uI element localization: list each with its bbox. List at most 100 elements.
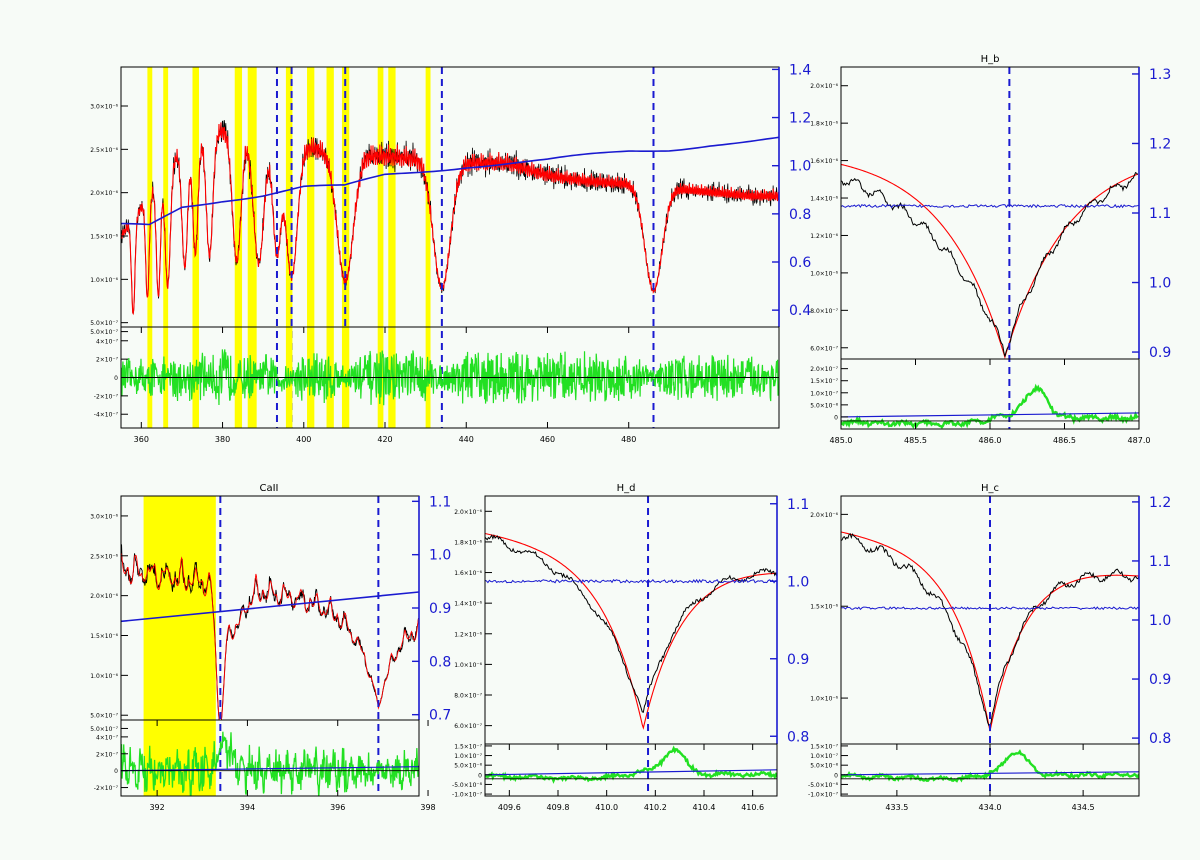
hb-y-label-3: 1.2×10⁻⁶ — [810, 233, 838, 240]
hb-x-label-0: 485.0 — [830, 436, 853, 445]
hc-y-label-1: 1.5×10⁻⁶ — [810, 604, 838, 611]
caii-y-label-5: 3.0×10⁻⁶ — [90, 513, 118, 520]
caii-model-spectrum — [121, 552, 419, 720]
hd-y-label-0: 6.0×10⁻⁷ — [454, 723, 482, 730]
panel-hb: H_b 6.0×10⁻⁷ 8.0×10⁻⁷ 1.0×10⁻⁶ 1.2×10⁻⁶ 1.4×… — [810, 54, 1171, 445]
hd-res-y-label-3: 0 — [478, 772, 482, 779]
caii-residuals — [121, 731, 419, 796]
panel-full: 5.0×10⁻⁷ 1.0×10⁻⁶ 1.5×10⁻⁶ 2.0×10⁻⁶ 2.5×10⁻⁶… — [90, 62, 811, 444]
full-mask-band-9 — [377, 67, 384, 327]
caii-mask-band — [143, 496, 216, 720]
hb-x-label-2: 486.0 — [979, 436, 1002, 445]
hb-x-label-4: 487.0 — [1128, 436, 1151, 445]
full-mask-band-1 — [163, 67, 169, 327]
hb-residuals — [841, 383, 1139, 429]
hb-x-label-1: 485.5 — [904, 436, 927, 445]
panel-full-main: 5.0×10⁻⁷ 1.0×10⁻⁶ 1.5×10⁻⁶ 2.0×10⁻⁶ 2.5×10⁻⁶… — [90, 62, 811, 428]
hd-correction-curve — [484, 578, 778, 584]
hc-res-y-label-5: -1.0×10⁻⁷ — [808, 792, 839, 799]
full-y-label-5: 3.0×10⁻⁶ — [90, 104, 118, 111]
hc-res-y-label-0: 1.5×10⁻⁷ — [810, 743, 838, 750]
panel-caii-title: CaII — [259, 483, 278, 494]
caii-res-y-label-0: 5.0×10⁻⁷ — [90, 726, 118, 733]
caii-y2-label-4: 1.1 — [429, 494, 451, 510]
full-correction-curve — [121, 136, 779, 226]
hb-y2-label-4: 1.3 — [1149, 67, 1171, 83]
full-x-label-1: 380 — [215, 435, 230, 444]
hc-res-y-label-4: -5.0×10⁻⁸ — [808, 782, 839, 789]
hb-y2-label-1: 1.0 — [1149, 276, 1171, 292]
full-x-label-2: 400 — [296, 435, 311, 444]
hd-x-label-1: 409.8 — [547, 803, 570, 812]
caii-y2-label-1: 0.8 — [429, 654, 451, 670]
caii-y2-label-0: 0.7 — [429, 708, 451, 724]
panel-hc: H_c 1.0×10⁻⁶ 1.5×10⁻⁶ 2.0×10⁻⁶ 0.8 0.9 1.0 1.1… — [808, 483, 1171, 812]
caii-y-label-3: 2.0×10⁻⁶ — [90, 593, 118, 600]
full-y2-label-0: 0.4 — [789, 303, 811, 319]
hb-res-y-label-3: 5.0×10⁻⁸ — [810, 402, 838, 409]
hc-res-y-label-2: 5.0×10⁻⁸ — [810, 763, 838, 770]
hd-residual-trend — [484, 769, 778, 776]
hd-y2-label-0: 0.8 — [787, 729, 809, 745]
caii-y-label-0: 5.0×10⁻⁷ — [90, 713, 118, 720]
hd-res-y-label-5: -1.0×10⁻⁷ — [452, 792, 483, 799]
caii-residual-frame — [120, 719, 420, 797]
caii-y2-label-2: 0.9 — [429, 601, 451, 617]
hc-res-y-label-1: 1.0×10⁻⁷ — [810, 753, 838, 760]
hb-x-label-3: 486.5 — [1053, 436, 1076, 445]
hd-residuals — [485, 745, 777, 784]
panel-hd-residual: 1.5×10⁻⁷ 1.0×10⁻⁷ 5.0×10⁻⁸ 0 -5.0×10⁻⁸ -1.0×1… — [452, 743, 778, 812]
hb-residual-trend — [840, 412, 1140, 418]
panel-hb-residual: 2.0×10⁻⁷ 1.5×10⁻⁷ 1.0×10⁻⁷ 5.0×10⁻⁸ 0 485.0 48… — [810, 358, 1151, 445]
hb-y-label-7: 2.0×10⁻⁶ — [810, 83, 838, 90]
panel-hb-main: 6.0×10⁻⁷ 8.0×10⁻⁷ 1.0×10⁻⁶ 1.2×10⁻⁶ 1.4×10⁻⁶… — [810, 66, 1171, 429]
hd-y-label-7: 2.0×10⁻⁶ — [454, 509, 482, 516]
full-model-spectrum — [121, 122, 779, 316]
hd-observed-profile — [485, 534, 777, 713]
hc-x-label-2: 434.5 — [1072, 803, 1095, 812]
hc-y2-label-0: 0.8 — [1149, 731, 1171, 747]
caii-res-y-label-1: 4×10⁻⁷ — [96, 734, 119, 741]
full-mask-band-8 — [341, 67, 350, 327]
hb-res-y-label-1: 1.5×10⁻⁷ — [810, 378, 838, 385]
caii-y2-label-3: 1.0 — [429, 548, 451, 564]
hb-res-y-label-0: 2.0×10⁻⁷ — [810, 366, 838, 373]
full-res-y-label-1: 4×10⁻⁷ — [96, 338, 119, 345]
panel-hd-title: H_d — [617, 483, 636, 494]
full-mask-band-0 — [147, 67, 153, 327]
full-mask-band-7 — [326, 67, 334, 327]
full-y-label-2: 1.5×10⁻⁶ — [90, 234, 118, 241]
full-res-y-label-4: -2×10⁻⁷ — [94, 393, 119, 400]
hd-x-label-3: 410.2 — [644, 803, 667, 812]
full-y2-label-5: 1.4 — [789, 62, 811, 78]
full-x-label-4: 440 — [459, 435, 474, 444]
panel-caii-residual: 5.0×10⁻⁷4×10⁻⁷ 2×10⁻⁷ 0 -2×10⁻⁷ 392 394 396 398 — [90, 719, 436, 812]
hd-x-label-4: 410.4 — [693, 803, 716, 812]
caii-x-label-1: 394 — [240, 803, 255, 812]
hd-y-label-2: 1.0×10⁻⁶ — [454, 662, 482, 669]
hb-y2-label-2: 1.1 — [1149, 206, 1171, 222]
caii-x-label-3: 398 — [420, 803, 435, 812]
hd-y-label-6: 1.8×10⁻⁶ — [454, 539, 482, 546]
full-x-label-6: 480 — [621, 435, 636, 444]
hc-y2-label-4: 1.2 — [1149, 495, 1171, 511]
full-y-label-0: 5.0×10⁻⁷ — [90, 320, 118, 327]
caii-residual-trend — [120, 766, 420, 772]
hd-y2-label-2: 1.0 — [787, 574, 809, 590]
panel-hc-residual: 1.5×10⁻⁷ 1.0×10⁻⁷ 5.0×10⁻⁸ 0 -5.0×10⁻⁸ -1.0×1… — [808, 743, 1140, 812]
hd-y2-label-1: 0.9 — [787, 652, 809, 668]
hd-res-y-label-0: 1.5×10⁻⁷ — [454, 743, 482, 750]
hb-y-label-4: 1.4×10⁻⁶ — [810, 196, 838, 203]
panel-hc-main: 1.0×10⁻⁶ 1.5×10⁻⁶ 2.0×10⁻⁶ 0.8 0.9 1.0 1.1 1.2 — [810, 495, 1171, 796]
hd-x-label-0: 409.6 — [498, 803, 521, 812]
full-x-label-3: 420 — [377, 435, 392, 444]
hb-y2-label-0: 0.9 — [1149, 345, 1171, 361]
full-mask-band-3 — [234, 67, 243, 327]
panel-hd-main: 6.0×10⁻⁷ 8.0×10⁻⁷ 1.0×10⁻⁶ 1.2×10⁻⁶ 1.4×10⁻⁶… — [454, 495, 809, 796]
panel-caii-main: 5.0×10⁻⁷ 1.0×10⁻⁶ 1.5×10⁻⁶ 2.0×10⁻⁶ 2.5×10⁻⁶… — [90, 494, 451, 796]
hc-y-label-2: 2.0×10⁻⁶ — [810, 512, 838, 519]
hb-y2-label-3: 1.2 — [1149, 136, 1171, 152]
full-y-label-1: 1.0×10⁻⁶ — [90, 277, 118, 284]
panel-hd: H_d 6.0×10⁻⁷ 8.0×10⁻⁷ 1.0×10⁻⁶ 1.2×10⁻⁶ 1.4×… — [452, 483, 809, 812]
